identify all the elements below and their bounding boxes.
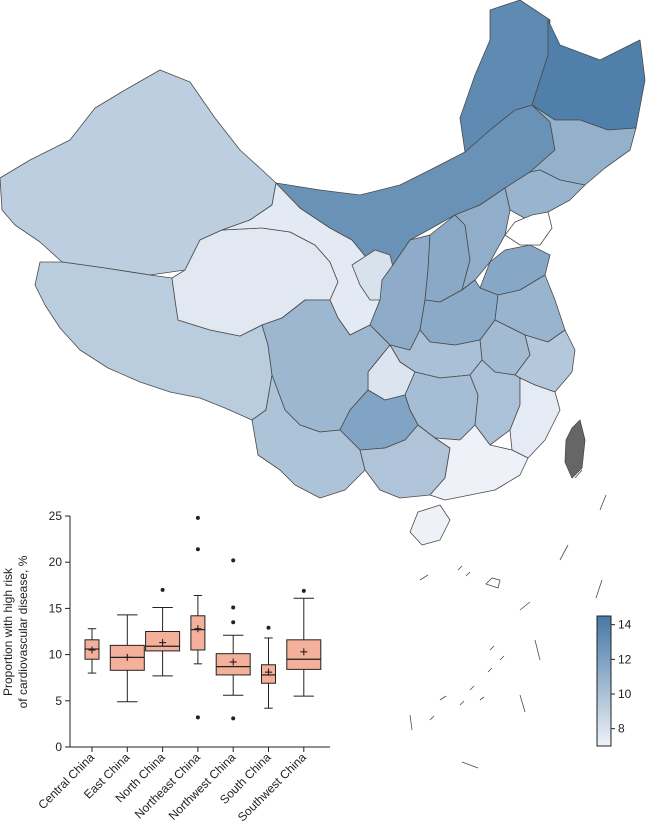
box-central-china xyxy=(84,628,100,674)
box-iqr xyxy=(190,615,206,651)
outlier-point xyxy=(231,620,236,625)
box-plot: Proportion with high risk of cardiovascu… xyxy=(1,509,330,824)
box-northeast-china xyxy=(190,515,206,720)
outlier-point xyxy=(266,625,271,630)
outlier-point xyxy=(231,605,236,610)
legend-tick-label: 8 xyxy=(618,722,625,736)
province-heilongjiang xyxy=(459,0,551,153)
province-liaoning xyxy=(504,169,586,221)
outlier-point xyxy=(160,587,165,592)
box-southwest-china xyxy=(286,588,322,697)
legend-tick-label: 14 xyxy=(618,618,632,632)
y-tick-label: 25 xyxy=(49,509,63,523)
y-axis-label-line2: of cardiovascular disease, % xyxy=(16,555,30,708)
colorbar-legend: 14 12 10 8 xyxy=(596,615,632,747)
province-guangdong xyxy=(429,424,529,501)
y-tick-label: 15 xyxy=(49,601,63,615)
province-jilin xyxy=(529,104,637,186)
outlier-point xyxy=(195,547,200,552)
province-taiwan xyxy=(564,419,586,479)
box-north-china xyxy=(145,587,181,677)
south-china-sea-islands xyxy=(409,469,607,769)
y-tick-label: 0 xyxy=(55,740,62,754)
bohai-sea xyxy=(504,211,553,246)
y-axis-label-line1: Proportion with high risk xyxy=(1,567,15,696)
box-south-china xyxy=(261,625,276,709)
y-tick-label: 5 xyxy=(55,694,62,708)
outlier-point xyxy=(195,715,200,720)
china-choropleth-map xyxy=(0,0,646,546)
province-hainan xyxy=(409,504,451,546)
outlier-point xyxy=(301,588,306,593)
y-tick-label: 10 xyxy=(49,648,63,662)
outlier-point xyxy=(231,558,236,563)
x-category-label: Central China xyxy=(35,750,97,812)
province-heilongjiang-ne xyxy=(531,19,646,131)
colorbar xyxy=(596,615,612,747)
legend-tick-label: 12 xyxy=(618,652,632,666)
y-tick-label: 20 xyxy=(49,555,63,569)
legend-tick-label: 10 xyxy=(618,687,632,701)
outlier-point xyxy=(231,716,236,721)
outlier-point xyxy=(195,515,200,520)
box-east-china xyxy=(109,614,145,703)
box-northwest-china xyxy=(215,558,251,721)
